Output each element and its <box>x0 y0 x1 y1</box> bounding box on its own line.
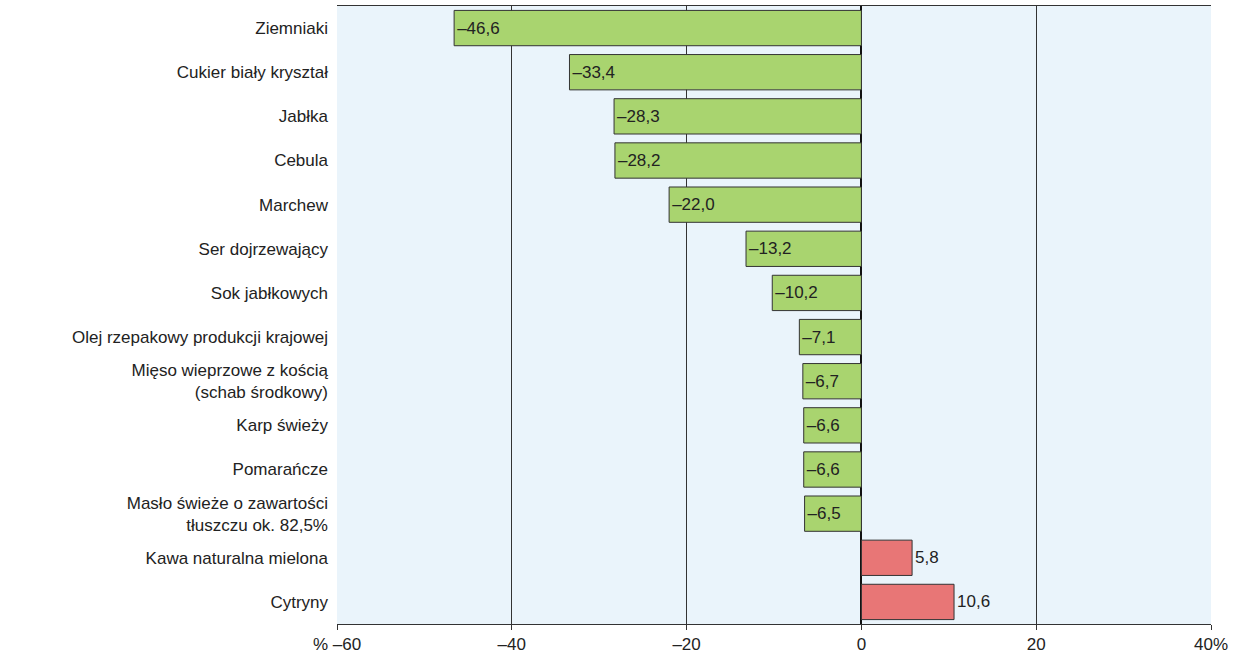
svg-text:–7,1: –7,1 <box>802 328 835 347</box>
svg-text:–46,6: –46,6 <box>457 19 500 38</box>
svg-text:40%: 40% <box>1194 635 1228 654</box>
svg-text:Sok jabłkowych: Sok jabłkowych <box>211 284 328 303</box>
svg-text:Karp świeży: Karp świeży <box>236 416 328 435</box>
svg-text:10,6: 10,6 <box>957 592 990 611</box>
svg-text:–6,5: –6,5 <box>808 504 841 523</box>
svg-text:0: 0 <box>857 635 866 654</box>
svg-text:–10,2: –10,2 <box>775 283 818 302</box>
svg-text:Kawa naturalna mielona: Kawa naturalna mielona <box>146 549 329 568</box>
svg-text:–33,4: –33,4 <box>572 63 615 82</box>
svg-text:–28,3: –28,3 <box>617 107 660 126</box>
svg-text:20: 20 <box>1027 635 1046 654</box>
svg-text:Ziemniaki: Ziemniaki <box>255 19 328 38</box>
svg-text:Marchew: Marchew <box>259 196 329 215</box>
svg-text:–28,2: –28,2 <box>618 151 661 170</box>
svg-text:–40: –40 <box>498 635 526 654</box>
svg-text:Cytryny: Cytryny <box>270 593 328 612</box>
svg-text:–20: –20 <box>672 635 700 654</box>
svg-text:Masło świeże o zawartościtłusz: Masło świeże o zawartościtłuszczu ok. 82… <box>127 494 328 535</box>
svg-text:Pomarańcze: Pomarańcze <box>233 460 328 479</box>
svg-text:–13,2: –13,2 <box>749 239 792 258</box>
svg-text:Cebula: Cebula <box>274 151 328 170</box>
svg-text:–6,7: –6,7 <box>806 372 839 391</box>
svg-text:–22,0: –22,0 <box>672 195 715 214</box>
svg-text:–6,6: –6,6 <box>807 416 840 435</box>
svg-text:–6,6: –6,6 <box>807 460 840 479</box>
svg-text:Jabłka: Jabłka <box>279 107 329 126</box>
svg-text:Olej rzepakowy produkcji krajo: Olej rzepakowy produkcji krajowej <box>72 328 328 347</box>
svg-text:Ser dojrzewający: Ser dojrzewający <box>199 240 329 259</box>
svg-text:Cukier biały kryształ: Cukier biały kryształ <box>177 63 328 82</box>
svg-text:Mięso wieprzowe z kością(schab: Mięso wieprzowe z kością(schab środkowy) <box>131 361 328 402</box>
svg-text:% –60: % –60 <box>313 635 361 654</box>
svg-text:5,8: 5,8 <box>915 548 939 567</box>
